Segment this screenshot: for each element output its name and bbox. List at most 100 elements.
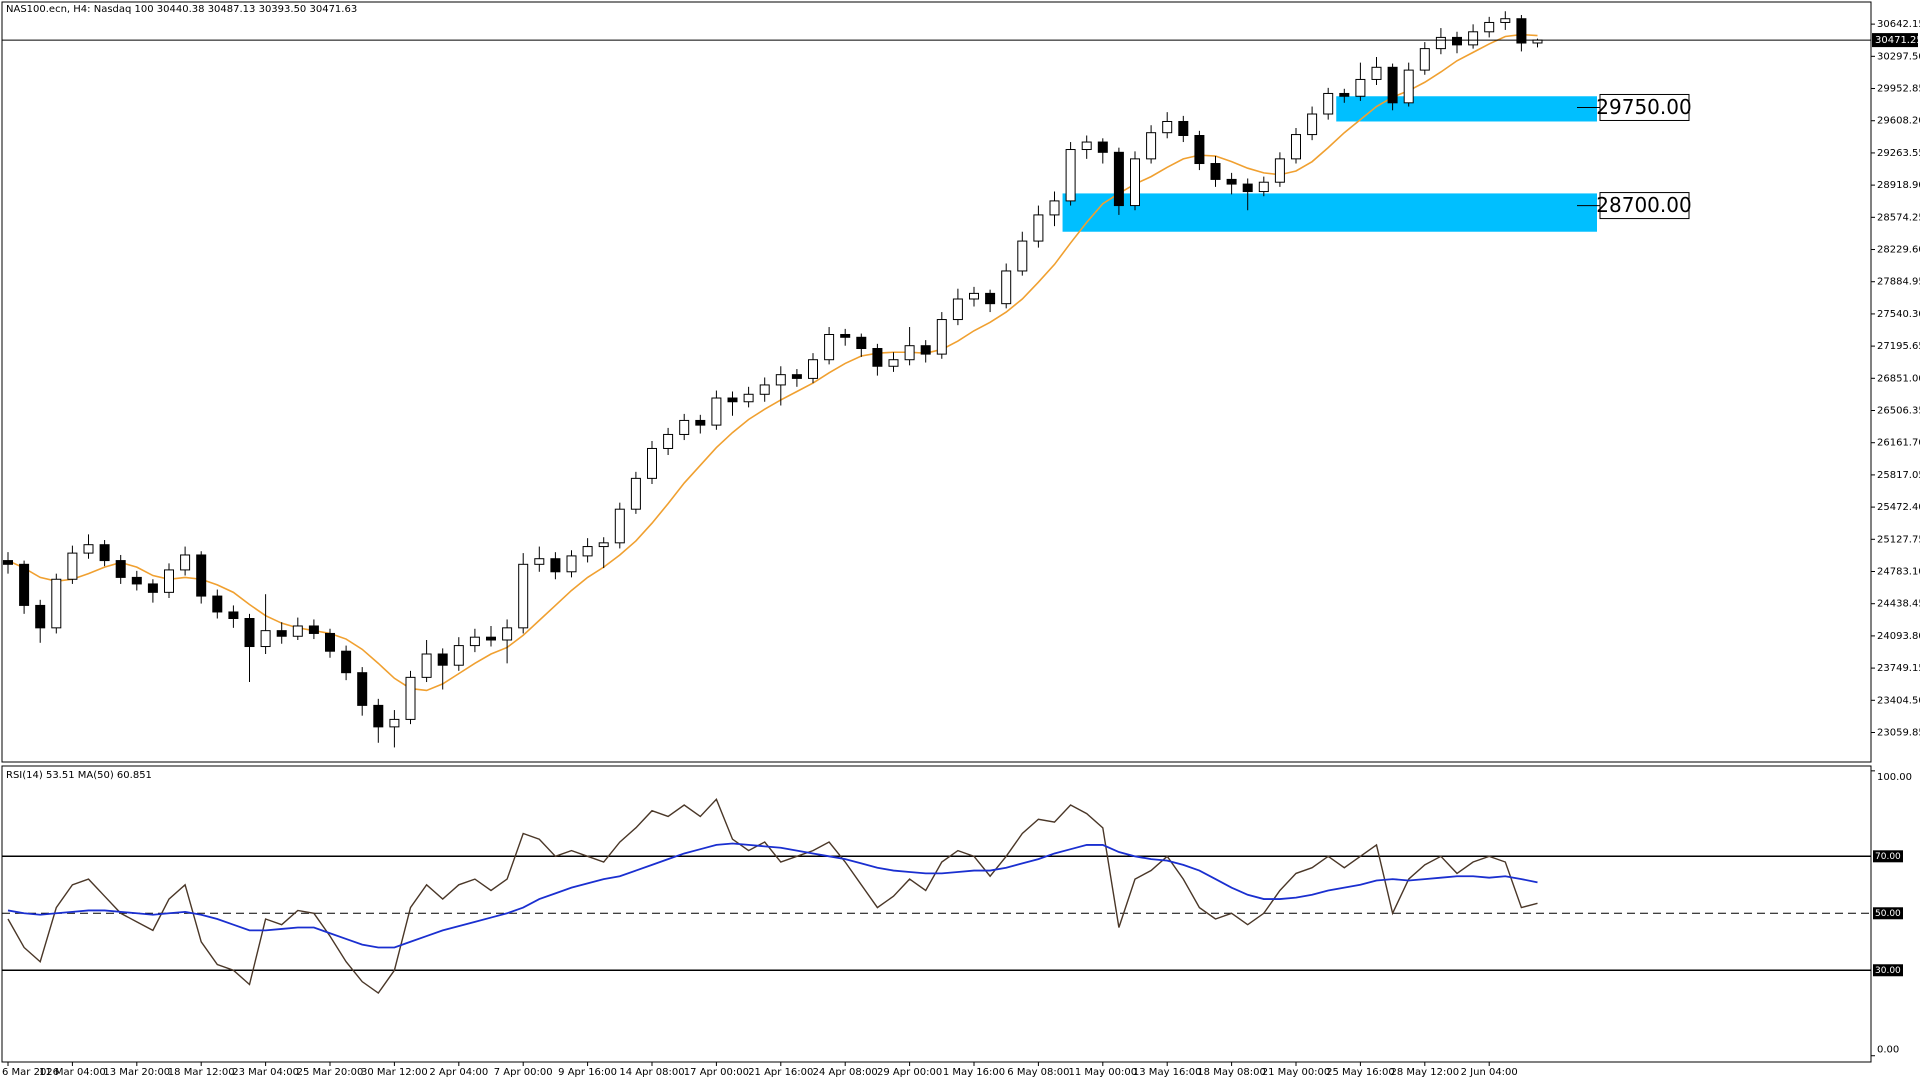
- candle-body: [518, 563, 529, 629]
- price-panel: [1, 1, 1872, 763]
- candle-body: [1419, 48, 1430, 71]
- y-tick-label: 23404.50: [1877, 695, 1920, 706]
- x-tick-label: 21 Apr 16:00: [748, 1067, 813, 1078]
- y-tick-label: 29952.85: [1877, 84, 1920, 95]
- candle-body: [453, 645, 464, 666]
- candle-body: [1307, 113, 1318, 136]
- candle-body: [405, 676, 416, 720]
- candle-body: [1065, 149, 1076, 202]
- y-tick-label: 28574.25: [1877, 212, 1920, 223]
- y-tick-label: 29608.20: [1877, 116, 1920, 127]
- candle-body: [1435, 36, 1446, 50]
- y-tick-label: 100.00: [1877, 772, 1912, 783]
- candle-body: [1049, 200, 1060, 216]
- candle-body: [115, 560, 126, 578]
- candle-body: [3, 560, 13, 565]
- candle-body: [1258, 181, 1269, 193]
- candle-body: [1323, 92, 1334, 115]
- candle-body: [904, 345, 915, 361]
- candle-body: [373, 704, 384, 728]
- candle-body: [1484, 21, 1495, 33]
- candle-body: [1500, 18, 1511, 23]
- candle-body: [630, 477, 641, 510]
- candle-body: [1452, 36, 1462, 46]
- candle-body: [486, 636, 496, 641]
- candle-body: [936, 319, 947, 355]
- x-tick-label: 6 Mar 2026: [2, 1067, 59, 1078]
- candle-body: [824, 333, 835, 361]
- candle-body: [357, 672, 368, 706]
- candle-body: [614, 508, 625, 544]
- candle-body: [341, 650, 352, 674]
- candle-body: [1242, 183, 1253, 193]
- candle-body: [1403, 69, 1414, 104]
- y-tick-label: 27884.95: [1877, 277, 1920, 288]
- x-tick-label: 9 Apr 16:00: [558, 1067, 617, 1078]
- level-label-box: [1873, 964, 1903, 977]
- candle-body: [582, 546, 593, 557]
- y-tick-label: 30642.15: [1877, 19, 1920, 30]
- level-label-box: [1873, 907, 1903, 920]
- zone-label: 28700.00: [1596, 193, 1691, 217]
- candle-body: [131, 576, 142, 585]
- x-tick-label: 1 May 16:00: [943, 1067, 1005, 1078]
- candle-body: [308, 625, 319, 634]
- zone: [1336, 96, 1597, 122]
- x-tick-label: 7 Apr 00:00: [494, 1067, 553, 1078]
- candle-body: [727, 397, 738, 403]
- candle-body: [1355, 78, 1366, 97]
- zone-label: 29750.00: [1596, 95, 1691, 119]
- y-tick-label: 30297.50: [1877, 51, 1920, 62]
- candle-body: [759, 384, 770, 395]
- zone-label-box: [1599, 93, 1690, 121]
- candle-body: [598, 542, 609, 548]
- y-tick-label: 26506.35: [1877, 406, 1920, 417]
- candle-body: [51, 578, 62, 629]
- candle-body: [1291, 134, 1301, 160]
- level-label-box: [1873, 850, 1903, 863]
- candle-body: [711, 397, 722, 426]
- candle-body: [856, 336, 867, 350]
- candle-body: [775, 374, 786, 386]
- candle-body: [147, 583, 158, 593]
- candle-body: [952, 298, 963, 321]
- candle-body: [1178, 120, 1189, 137]
- candle-body: [292, 625, 303, 637]
- candle-body: [260, 630, 271, 648]
- candle-body: [244, 618, 255, 648]
- candle-body: [228, 611, 239, 620]
- candle-body: [1387, 66, 1398, 104]
- y-tick-label: 25472.40: [1877, 502, 1920, 513]
- candle-body: [502, 627, 513, 641]
- candle-body: [1194, 135, 1205, 165]
- x-tick-label: 18 May 08:00: [1197, 1067, 1266, 1078]
- x-tick-label: 18 Mar 12:00: [168, 1067, 235, 1078]
- candle-body: [1017, 240, 1028, 272]
- candle-body: [1130, 158, 1140, 207]
- rsi-panel: [1, 765, 1872, 1063]
- y-tick-label: 28229.60: [1877, 245, 1920, 256]
- x-tick-label: 23 Mar 04:00: [232, 1067, 299, 1078]
- x-tick-label: 25 May 16:00: [1326, 1067, 1395, 1078]
- candle-body: [1468, 31, 1479, 46]
- candle-body: [550, 558, 561, 573]
- candle-body: [1097, 141, 1108, 153]
- candle-body: [1371, 66, 1382, 80]
- candle-body: [35, 604, 46, 629]
- y-tick-label: 24438.45: [1877, 599, 1920, 610]
- y-tick-label: 25127.75: [1877, 534, 1920, 545]
- candle-body: [437, 653, 448, 666]
- candle-body: [19, 563, 30, 606]
- y-tick-label: 28918.90: [1877, 180, 1920, 191]
- y-tick-label: 30.00: [1875, 966, 1901, 976]
- y-tick-label: 23059.85: [1877, 727, 1920, 738]
- y-tick-label: 50.00: [1875, 909, 1901, 919]
- candle-body: [212, 595, 223, 613]
- candle-body: [99, 544, 110, 562]
- candle-body: [421, 653, 432, 678]
- x-tick-label: 11 Mar 04:00: [39, 1067, 106, 1078]
- candle-body: [1146, 132, 1157, 160]
- candle-body: [985, 292, 996, 305]
- y-tick-label: 24783.10: [1877, 567, 1920, 578]
- x-tick-label: 30 Mar 12:00: [361, 1067, 428, 1078]
